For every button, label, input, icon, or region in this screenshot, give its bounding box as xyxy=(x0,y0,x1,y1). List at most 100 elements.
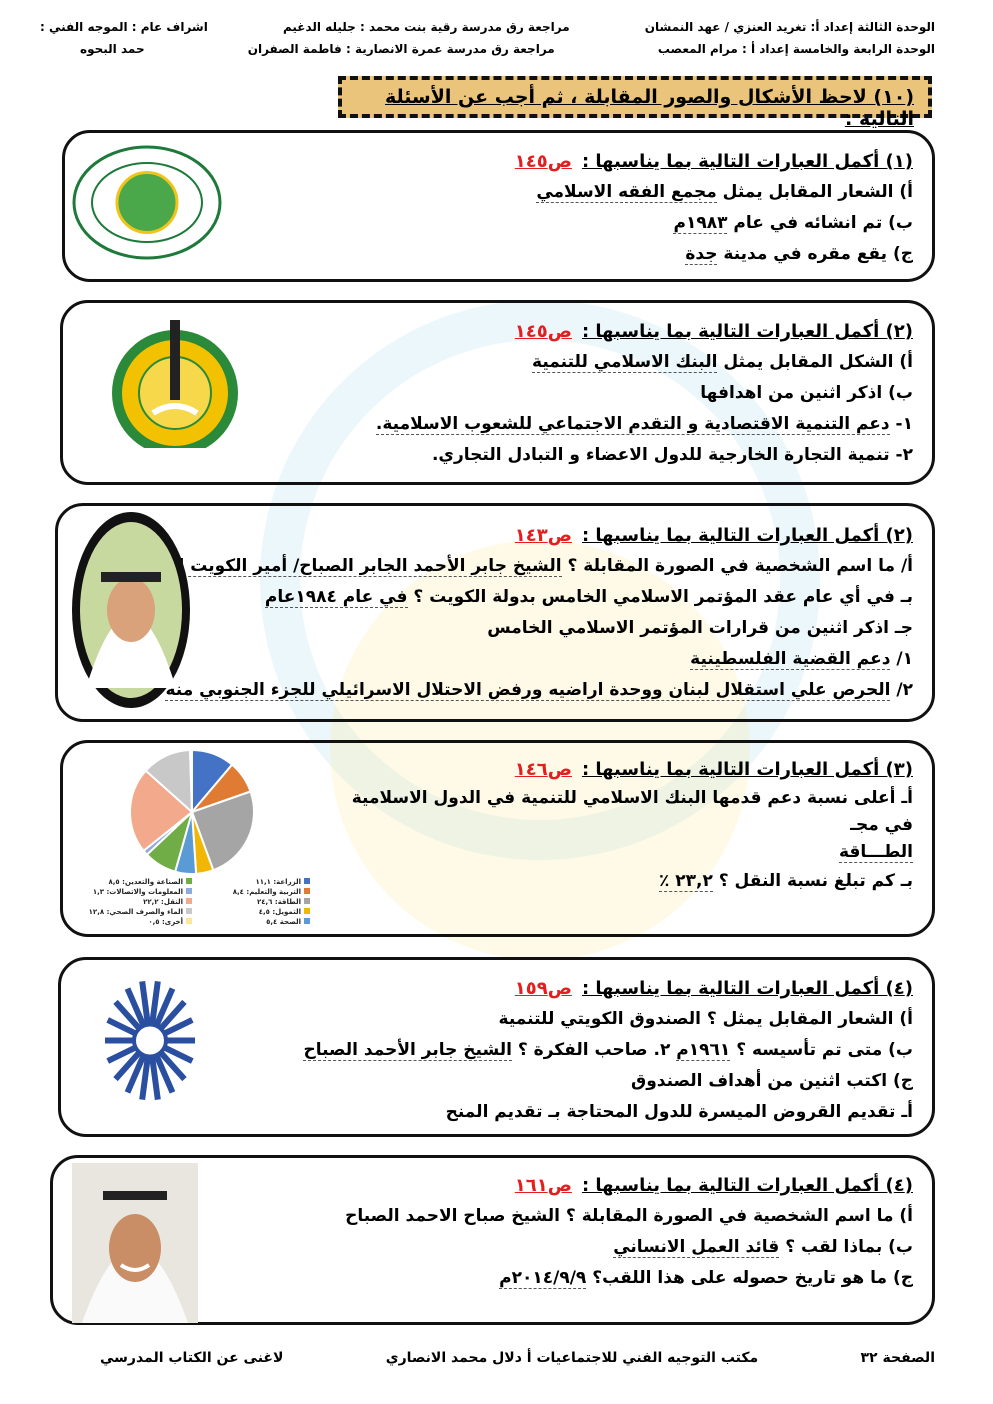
question-text: بـ في أي عام عقد المؤتمر الاسلامي الخامس… xyxy=(407,587,913,607)
question-text: الصندوق الكويتي للتنمية xyxy=(498,1009,701,1029)
question-title: (١) أكمل العبارات التالية بما يناسبها : xyxy=(581,151,913,172)
question-text: أ/ ما اسم الشخصية في الصورة المقابلة ؟ xyxy=(561,556,913,576)
question-text: ج) اكتب اثنين من أهداف الصندوق xyxy=(631,1071,913,1091)
watermark-center xyxy=(330,540,750,960)
question-content: (٤) أكمل العبارات التالية بما يناسبها : ص… xyxy=(220,973,913,1128)
pie-label: التربية والتعليم: ٨,٤ xyxy=(233,888,301,896)
question-text: أـ تقديم القروض الميسرة للدول المحتاجة ب… xyxy=(445,1102,913,1122)
question-line: ب) تم انشائه في عام ١٩٨٣م xyxy=(300,208,913,239)
question-text: جـ اذكر اثنين من قرارات المؤتمر الاسلامي… xyxy=(487,618,913,638)
pie-label: أخرى: ٠,٥ xyxy=(148,917,183,926)
question-line: ج) يقع مقره في مدينة جدة xyxy=(300,239,913,270)
sheikh-jaber-portrait xyxy=(72,512,190,708)
question-text: ج) يقع مقره في مدينة xyxy=(717,244,913,264)
page-reference: ص١٥٩ xyxy=(514,978,572,999)
question-title-line: (٢) أكمل العبارات التالية بما يناسبها : ص… xyxy=(260,316,913,347)
question-title: (٤) أكمل العبارات التالية بما يناسبها : xyxy=(581,978,913,999)
pie-key-swatch xyxy=(304,908,310,914)
question-text: الشيخ صباح الاحمد الصباح xyxy=(345,1206,561,1226)
page-reference: ص١٤٣ xyxy=(514,525,572,546)
pie-key-swatch xyxy=(304,878,310,884)
question-line: الطـــاقة xyxy=(318,839,913,868)
question-line: بـ كم تبلغ نسبة النقل ؟ ٢٣,٢ ٪ xyxy=(318,868,913,897)
question-box-6 xyxy=(50,1155,935,1325)
question-title-line: (٤) أكمل العبارات التالية بما يناسبها : ص… xyxy=(300,1170,913,1201)
header-supervisor-name: حمد البحوه xyxy=(80,42,145,56)
question-line: أـ تقديم القروض الميسرة للدول المحتاجة ب… xyxy=(220,1097,913,1128)
question-title-line: (٣) أكمل العبارات التالية بما يناسبها : ص… xyxy=(318,756,913,785)
question-title-line: (٢) أكمل العبارات التالية بما يناسبها : ص… xyxy=(190,520,913,551)
question-text: تنمية التجارة الخارجية للدول الاعضاء و ا… xyxy=(431,445,890,465)
question-line: أـ أعلى نسبة دعم قدمها البنك الاسلامي لل… xyxy=(318,785,913,839)
pie-label: الماء والصرف الصحي: ١٢,٨ xyxy=(89,908,183,916)
header-unit3: الوحدة الثالثة إعداد أ: تغريد العنزي / ع… xyxy=(644,20,935,34)
footer-page-number: الصفحة ٣٢ xyxy=(860,1350,935,1366)
question-box-2 xyxy=(60,300,935,485)
question-line: جـ اذكر اثنين من قرارات المؤتمر الاسلامي… xyxy=(190,613,913,644)
question-line: ٢- تنمية التجارة الخارجية للدول الاعضاء … xyxy=(260,440,913,471)
question-title: (٤) أكمل العبارات التالية بما يناسبها : xyxy=(581,1175,913,1196)
pie-key-swatch xyxy=(186,878,192,884)
fiqh-academy-logo xyxy=(72,145,222,260)
question-text: ج) ما هو تاريخ حصوله على هذا اللقب؟ xyxy=(586,1268,913,1288)
question-line: ٢/ الحرص علي استقلال لبنان ووحدة اراضيه … xyxy=(165,675,913,706)
question-text: ب) تم انشائه في عام xyxy=(727,213,913,233)
pie-key-swatch xyxy=(186,918,192,924)
pie-label: الطاقة: ٢٤,٦ xyxy=(257,898,301,906)
answer-text: الشيخ جابر الأحمد الصباح xyxy=(303,1040,512,1061)
answer-text: ٢٠١٤/٩/٩م xyxy=(499,1268,587,1289)
pie-key-swatch xyxy=(304,898,310,904)
question-text: أـ أعلى نسبة دعم قدمها البنك الاسلامي لل… xyxy=(351,788,913,835)
question-text: أ) الشعار المقابل يمثل xyxy=(716,182,913,202)
question-text: أ) الشكل المقابل يمثل xyxy=(717,352,913,372)
question-line: أ) ما اسم الشخصية في الصورة المقابلة ؟ ا… xyxy=(300,1201,913,1232)
page-reference: ص١٤٥ xyxy=(514,151,572,172)
answer-text: ١٩٦١م xyxy=(676,1040,731,1061)
question-text: أ) ما اسم الشخصية في الصورة المقابلة ؟ xyxy=(560,1206,913,1226)
question-line: ١- دعم التنمية الاقتصادية و التقدم الاجت… xyxy=(260,409,913,440)
question-line: أ) الشعار المقابل يمثل مجمع الفقه الاسلا… xyxy=(300,177,913,208)
question-line: ج) اكتب اثنين من أهداف الصندوق xyxy=(220,1066,913,1097)
answer-text: جدة xyxy=(685,244,718,265)
question-content: (٢) أكمل العبارات التالية بما يناسبها : ص… xyxy=(260,316,913,471)
pie-label: المعلومات والاتصالات: ١,٣ xyxy=(93,888,183,896)
pie-key-swatch xyxy=(186,888,192,894)
header-row-1: الوحدة الثالثة إعداد أ: تغريد العنزي / ع… xyxy=(40,20,935,34)
question-content: (٣) أكمل العبارات التالية بما يناسبها : ص… xyxy=(318,756,913,897)
question-title-line: (٤) أكمل العبارات التالية بما يناسبها : ص… xyxy=(220,973,913,1004)
question-line: أ) الشكل المقابل يمثل البنك الاسلامي للت… xyxy=(260,347,913,378)
header-supervision: اشراف عام : الموجه الفني : xyxy=(40,20,208,34)
answer-text: الحرص علي استقلال لبنان ووحدة اراضيه ورف… xyxy=(165,680,891,701)
question-title: (٢) أكمل العبارات التالية بما يناسبها : xyxy=(581,321,913,342)
question-text: ٢/ xyxy=(890,680,913,700)
pie-label: التمويل: ٤,٥ xyxy=(259,908,301,916)
question-text: ب) بماذا لقب ؟ xyxy=(779,1237,913,1257)
banner-text: (١٠) لاحظ الأشكال والصور المقابلة ، ثم أ… xyxy=(385,86,914,130)
pie-label: النقل: ٢٢,٢ xyxy=(143,898,183,906)
answer-text: البنك الاسلامي للتنمية xyxy=(532,352,718,373)
question-title: (٣) أكمل العبارات التالية بما يناسبها : xyxy=(581,759,913,780)
answer-text: دعم القضية الفلسطينية xyxy=(690,649,891,670)
page-reference: ص١٤٦ xyxy=(514,759,572,780)
pie-chart: الزراعة: ١١,١ التربية والتعليم: ٨,٤ الطاقة… xyxy=(72,744,312,934)
answer-text: ٢٣,٢ ٪ xyxy=(658,871,713,892)
answer-text: في عام ١٩٨٤عام xyxy=(264,587,408,608)
pie-key-swatch xyxy=(304,888,310,894)
header-row-2: الوحدة الرابعة والخامسة إعداد أ : مرام ا… xyxy=(40,42,935,56)
answer-text: الشيخ جابر الأحمد الجابر الصباح/ أمير ال… xyxy=(128,556,562,577)
question-text: أ) الشعار المقابل يمثل ؟ xyxy=(700,1009,913,1029)
question-text: بـ كم تبلغ نسبة النقل ؟ xyxy=(712,871,913,891)
question-text: ١- xyxy=(889,414,913,434)
question-line: ب) اذكر اثنين من اهدافها xyxy=(260,378,913,409)
pie-label: الصحة ٥,٤ xyxy=(266,918,301,926)
answer-text: مجمع الفقه الاسلامي xyxy=(536,182,717,203)
question-line: ب) متى تم تأسيسه ؟ ١٩٦١م ٢. صاحب الفكرة … xyxy=(220,1035,913,1066)
question-content: (١) أكمل العبارات التالية بما يناسبها : ص… xyxy=(300,146,913,270)
question-line: ب) بماذا لقب ؟ قائد العمل الانساني xyxy=(300,1232,913,1263)
footer: الصفحة ٣٢ مكتب التوجيه الفني للاجتماعيات… xyxy=(100,1350,935,1366)
pie-key-swatch xyxy=(304,918,310,924)
question-line: ج) ما هو تاريخ حصوله على هذا اللقب؟ ٢٠١٤… xyxy=(300,1263,913,1294)
answer-text: دعم التنمية الاقتصادية و التقدم الاجتماع… xyxy=(375,414,890,435)
instruction-banner: (١٠) لاحظ الأشكال والصور المقابلة ، ثم أ… xyxy=(338,76,932,130)
question-line: ١/ دعم القضية الفلسطينية xyxy=(190,644,913,675)
